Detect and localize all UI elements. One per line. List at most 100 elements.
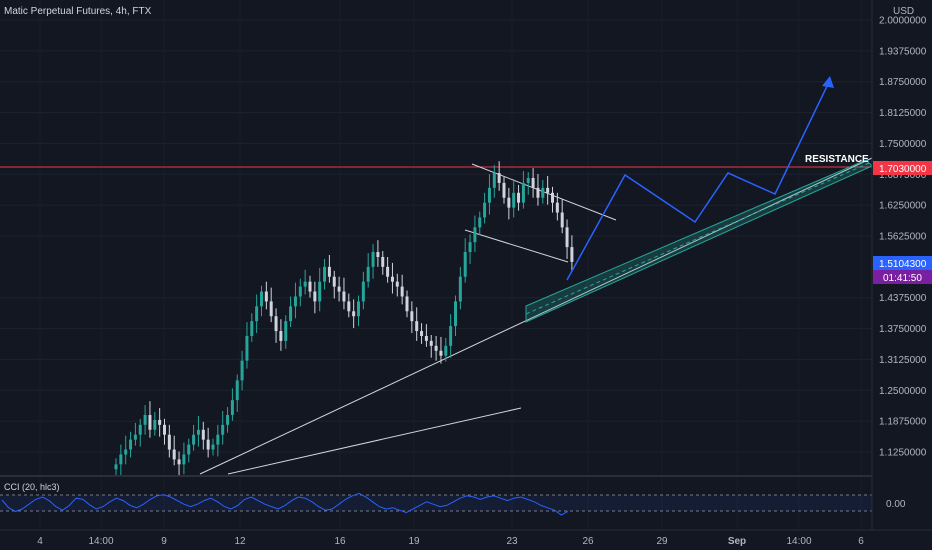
candle-body [260, 291, 263, 307]
candle-body [250, 321, 254, 336]
candle-body [221, 424, 225, 435]
resistance-annotation[interactable]: RESISTANCE [805, 154, 869, 165]
candle-body [347, 301, 351, 312]
candle-body [546, 187, 550, 193]
time-tick-label: 16 [334, 536, 346, 547]
currency-label[interactable]: USD [893, 6, 914, 17]
candle-body [386, 266, 390, 277]
time-axis[interactable] [0, 530, 932, 550]
candle-body [269, 301, 273, 317]
candle-body [478, 217, 482, 228]
time-tick-label: 12 [234, 536, 246, 547]
candle-body [361, 281, 365, 302]
candle-body [366, 266, 370, 282]
price-tick-label: 1.9375000 [879, 46, 927, 57]
resistance-price-text: 1.7030000 [879, 164, 927, 175]
candle-body [517, 192, 521, 203]
candle-body [473, 227, 477, 243]
candle-body [187, 444, 191, 455]
time-tick-label: 26 [582, 536, 594, 547]
candle-body [521, 182, 525, 203]
cci-line [1, 492, 569, 516]
candle-body [264, 291, 268, 302]
candle-body [390, 276, 394, 282]
lower-trendline[interactable] [227, 407, 522, 475]
time-tick-label: 14:00 [88, 536, 113, 547]
candle-body [182, 454, 186, 465]
time-tick-label: 14:00 [786, 536, 811, 547]
candle-body [167, 434, 171, 450]
candle-body [497, 173, 501, 183]
candle-body [138, 424, 142, 435]
candle-body [560, 212, 564, 228]
price-tick-label: 1.6875000 [879, 170, 927, 181]
candle-body [177, 459, 181, 465]
countdown-text: 01:41:50 [883, 273, 922, 284]
grid [0, 19, 872, 453]
price-tick-label: 1.7500000 [879, 139, 927, 150]
time-labels: 4 14:00 9 12 16 19 23 26 29 Sep 14:00 6 [37, 536, 864, 547]
candle-body [226, 414, 230, 425]
candle-body [153, 419, 157, 430]
candle-body [124, 449, 128, 455]
candle-body [240, 360, 244, 381]
candle-body [429, 340, 433, 346]
projection-arrowhead [822, 76, 834, 88]
last-price-badge [873, 256, 932, 270]
price-tick-label: 2.0000000 [879, 16, 927, 27]
candle-body [512, 192, 516, 208]
candle-body [487, 187, 491, 203]
time-tick-label: 29 [656, 536, 668, 547]
projection-path[interactable] [566, 79, 831, 281]
candle-body [158, 419, 162, 425]
candle-body [400, 286, 404, 297]
wedge-lower-line[interactable] [464, 229, 569, 263]
candle-body [308, 281, 312, 292]
candle-body [376, 252, 380, 257]
candle-body [293, 296, 297, 307]
candle-body [245, 335, 249, 361]
candle-body [551, 192, 554, 203]
candle-body [352, 311, 356, 317]
candle-body [172, 449, 176, 460]
candle-body [555, 202, 559, 213]
price-tick-label: 1.5625000 [879, 232, 927, 243]
candle-body [492, 173, 496, 188]
cci-legend[interactable]: CCI (20, hlc3) [4, 482, 60, 492]
candle-body [206, 439, 210, 450]
cci-band [0, 495, 872, 511]
price-tick-label: 1.8750000 [879, 77, 927, 88]
candle-body [143, 414, 147, 425]
candle-body [526, 177, 530, 183]
candle-body [298, 286, 302, 297]
candle-body [332, 276, 336, 287]
candle-body [196, 429, 200, 435]
resistance-price-badge [873, 161, 932, 175]
candle-body [371, 252, 375, 267]
candle-body [163, 424, 166, 435]
candle-body [381, 256, 385, 267]
candle-body [235, 380, 239, 401]
candle-body [410, 311, 414, 322]
candle-body [192, 434, 196, 445]
candle-body [289, 306, 293, 322]
symbol-title[interactable]: Matic Perpetual Futures, 4h, FTX [4, 6, 152, 17]
candles [114, 161, 574, 477]
candle-body [284, 321, 288, 341]
candle-body [313, 291, 317, 302]
candle-body [444, 345, 448, 356]
time-tick-label: 19 [408, 536, 420, 547]
candle-body [342, 291, 346, 302]
candle-body [420, 331, 424, 336]
candle-body [303, 281, 307, 287]
candle-body [507, 197, 511, 208]
candle-body [541, 187, 545, 198]
candle-body [211, 444, 215, 450]
candle-body [274, 316, 278, 332]
candle-body [483, 202, 487, 218]
candle-body [230, 400, 234, 415]
candle-body [216, 434, 220, 445]
candle-body [458, 276, 462, 302]
